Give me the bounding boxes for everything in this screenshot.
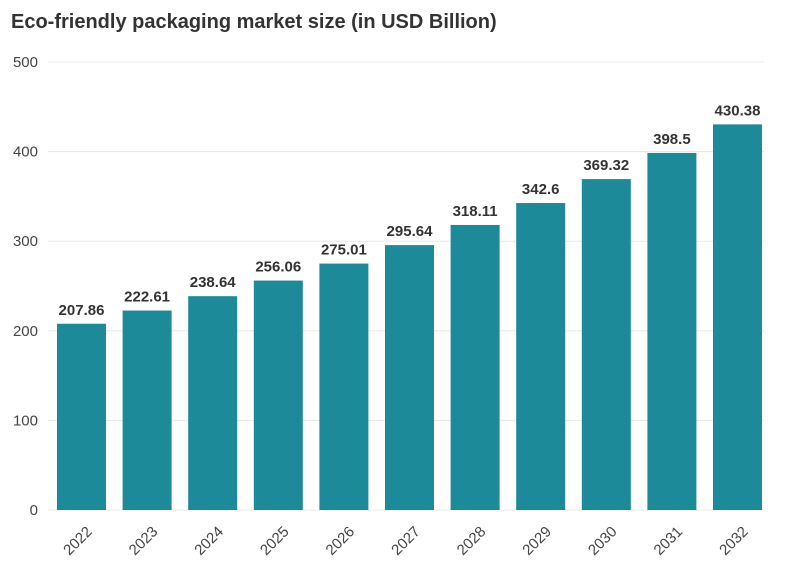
y-tick-label: 400 xyxy=(13,144,38,161)
y-tick-label: 300 xyxy=(13,233,38,250)
data-label: 256.06 xyxy=(255,259,301,276)
x-tick-label: 2025 xyxy=(257,523,293,559)
data-label: 238.64 xyxy=(190,274,237,291)
data-label: 275.01 xyxy=(321,242,367,259)
bar xyxy=(188,296,238,510)
x-tick-label: 2024 xyxy=(191,523,227,559)
bars xyxy=(57,124,762,510)
bar xyxy=(713,124,762,510)
y-tick-label: 0 xyxy=(30,502,38,519)
y-axis-ticks: 0 100 200 300 400 500 xyxy=(13,54,38,519)
y-tick-label: 200 xyxy=(13,323,38,340)
x-tick-label: 2030 xyxy=(585,523,621,559)
bar xyxy=(253,280,303,510)
bar xyxy=(385,245,434,510)
chart-title: Eco-friendly packaging market size (in U… xyxy=(11,11,497,33)
data-label: 342.6 xyxy=(522,181,560,198)
x-tick-label: 2026 xyxy=(323,523,359,559)
x-tick-label: 2031 xyxy=(651,523,687,559)
y-tick-label: 500 xyxy=(13,54,38,71)
y-tick-label: 100 xyxy=(13,412,38,429)
x-axis-ticks: 2022 2023 2024 2025 2026 2027 2028 2029 2030 2031… xyxy=(60,523,752,559)
data-label: 398.5 xyxy=(653,131,691,148)
x-tick-label: 2022 xyxy=(60,523,96,559)
data-label: 430.38 xyxy=(715,102,761,119)
data-label: 222.61 xyxy=(124,289,170,306)
bar xyxy=(647,152,697,510)
bar xyxy=(450,224,500,510)
data-label: 318.11 xyxy=(453,203,498,220)
bar xyxy=(122,310,172,510)
x-tick-label: 2029 xyxy=(519,523,555,559)
x-tick-label: 2023 xyxy=(126,523,162,559)
bar xyxy=(581,179,631,510)
x-tick-label: 2028 xyxy=(454,523,490,559)
data-labels: 207.86 222.61 238.64 256.06 275.01 295.64 318.… xyxy=(59,102,761,318)
bar xyxy=(516,203,566,510)
x-tick-label: 2027 xyxy=(388,523,424,559)
x-tick-label: 2032 xyxy=(716,523,752,559)
data-label: 369.32 xyxy=(583,157,629,174)
data-label: 295.64 xyxy=(387,223,434,240)
bar xyxy=(57,323,106,510)
bar xyxy=(319,263,369,510)
data-label: 207.86 xyxy=(59,302,105,319)
